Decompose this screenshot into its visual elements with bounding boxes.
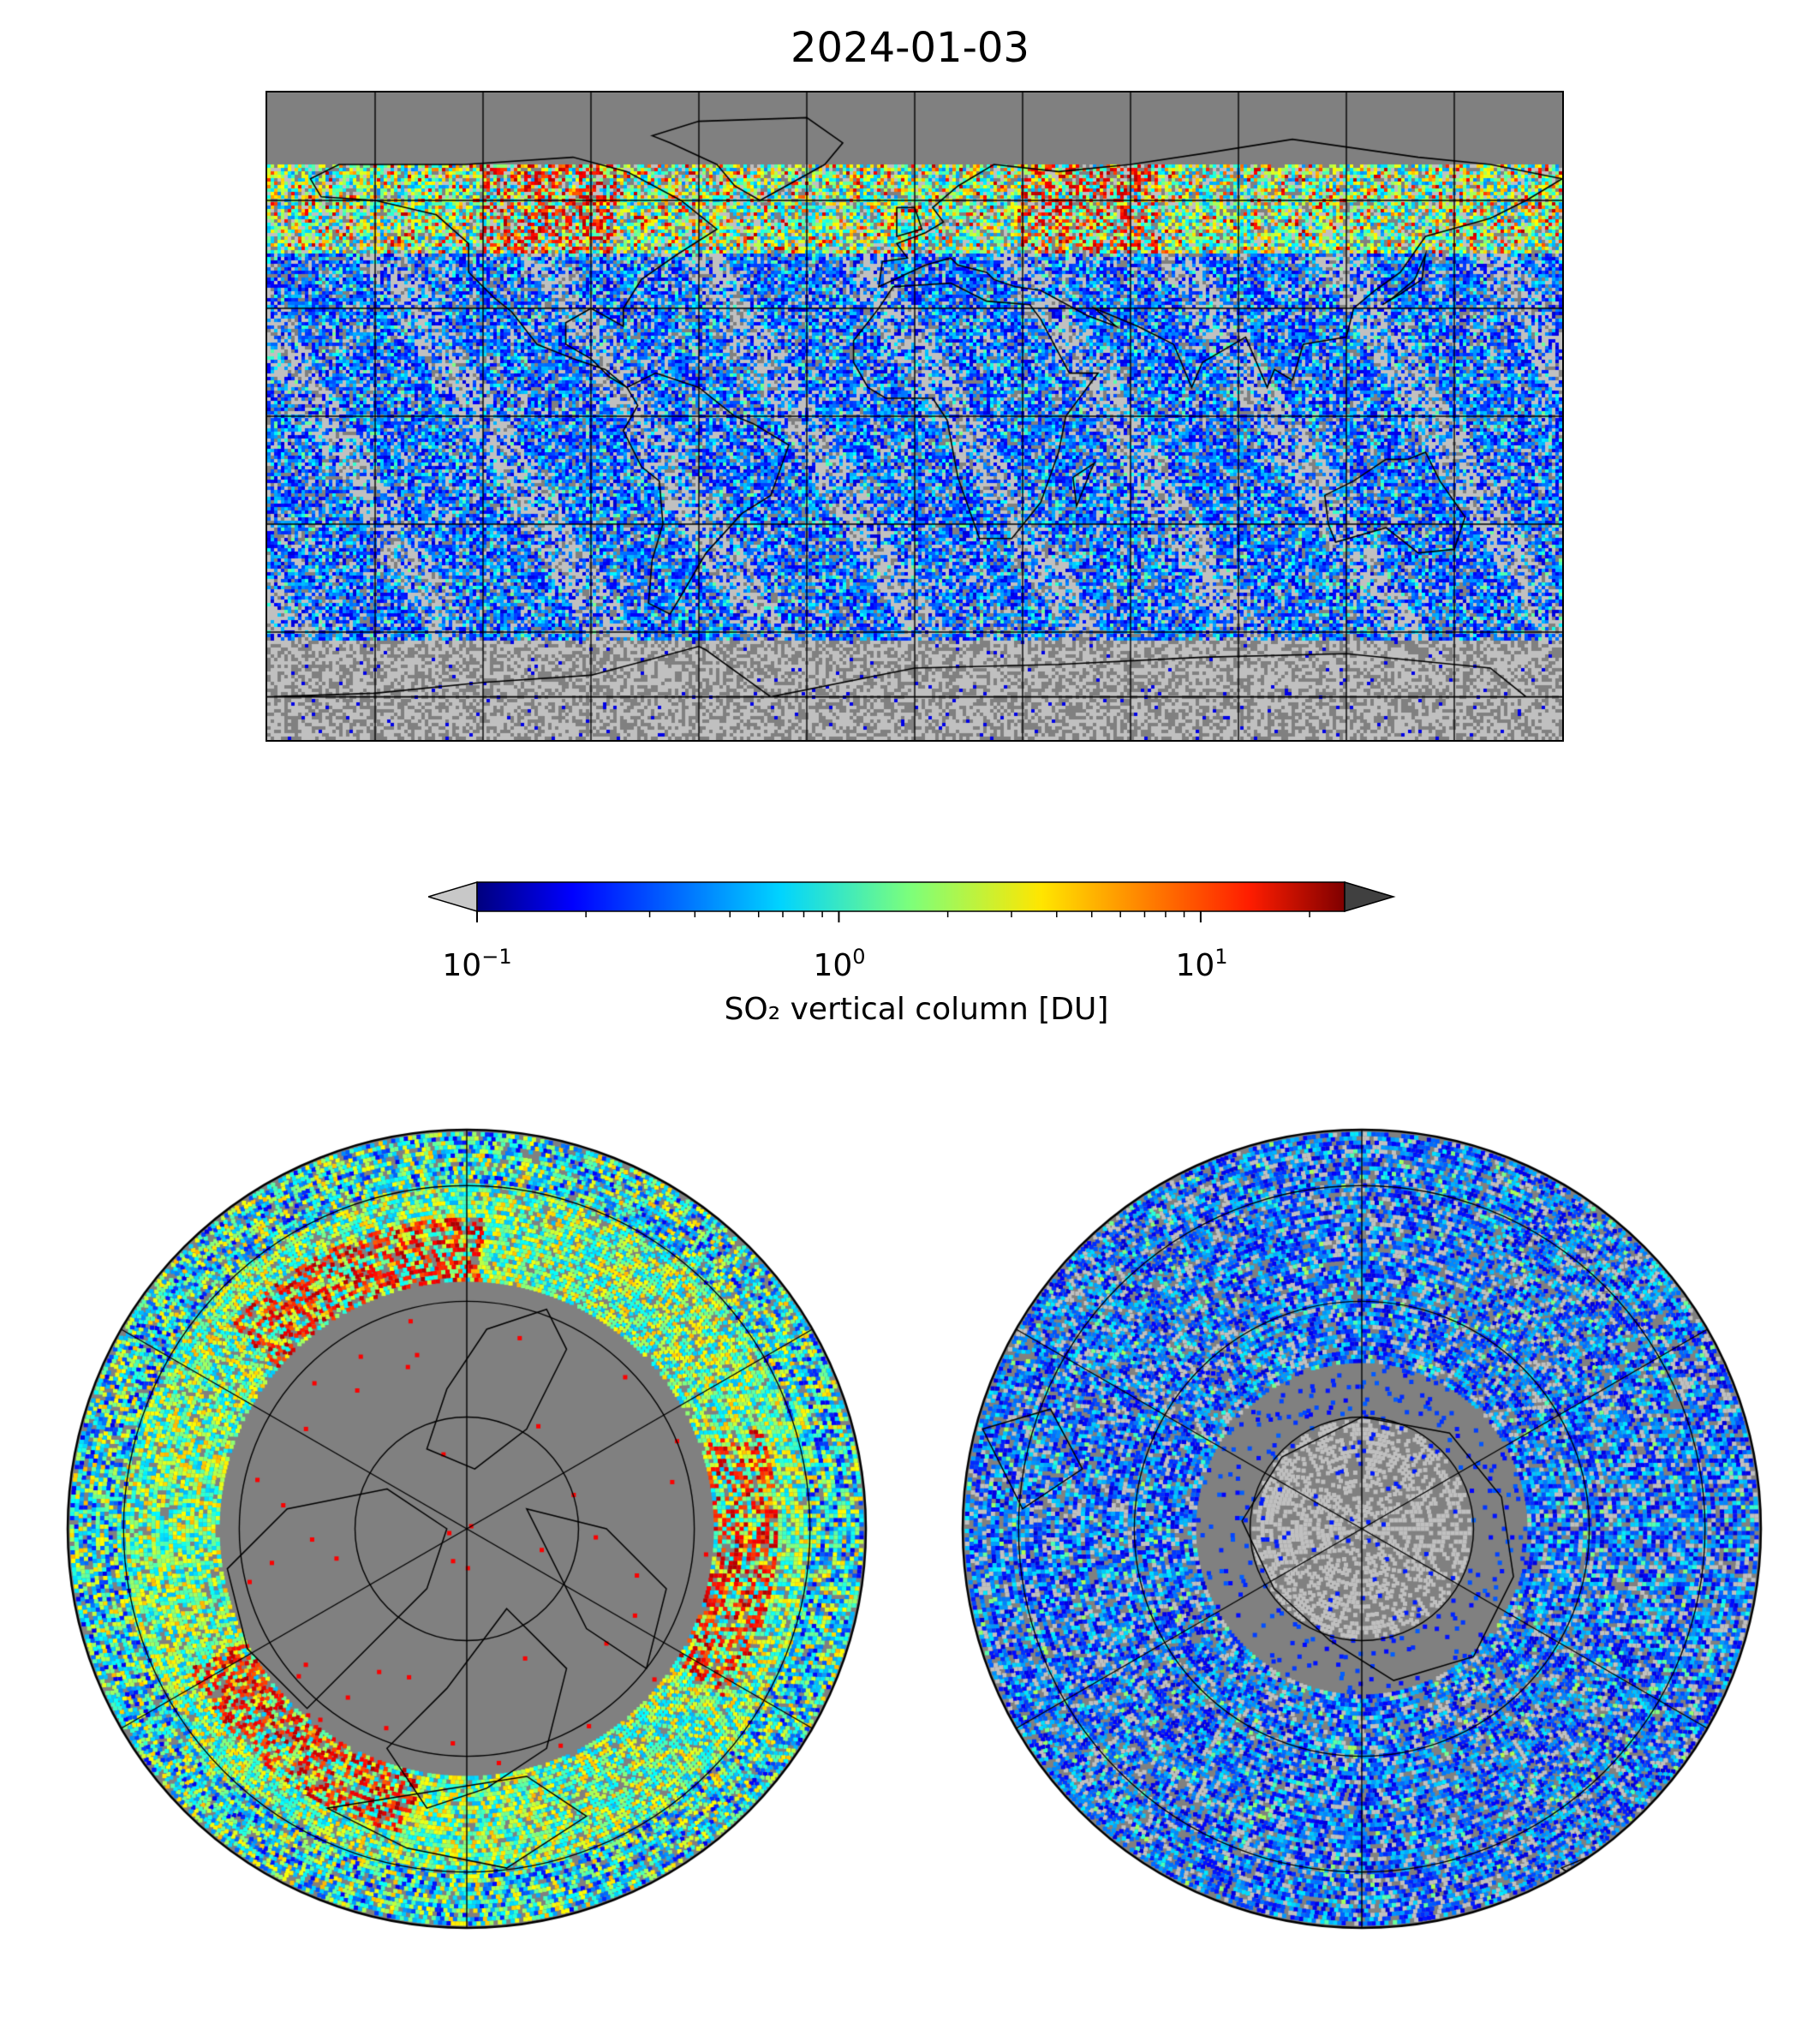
global-map-panel bbox=[266, 91, 1564, 742]
south-polar-so2-field bbox=[959, 1126, 1764, 1931]
south-polar-map-panel bbox=[959, 1126, 1764, 1931]
tick-label-1: 100 bbox=[813, 945, 866, 983]
colorbar-ticks bbox=[476, 911, 1310, 922]
global-so2-field bbox=[267, 92, 1562, 740]
map-title: 2024-01-03 bbox=[791, 24, 1029, 72]
colorbar-label: SO₂ vertical column [DU] bbox=[724, 992, 1109, 1027]
tick-label-10: 101 bbox=[1175, 945, 1228, 983]
north-polar-map-panel bbox=[64, 1126, 869, 1931]
colorbar-ramp bbox=[428, 880, 1396, 922]
colorbar-under-extend bbox=[428, 880, 478, 913]
tick-label-0.1: 10−1 bbox=[442, 945, 512, 983]
colorbar-gradient bbox=[476, 881, 1346, 912]
north-polar-so2-field bbox=[64, 1126, 869, 1931]
colorbar: 10−1 100 101 SO₂ vertical column [DU] bbox=[428, 869, 1405, 1049]
colorbar-over-extend bbox=[1344, 880, 1396, 913]
